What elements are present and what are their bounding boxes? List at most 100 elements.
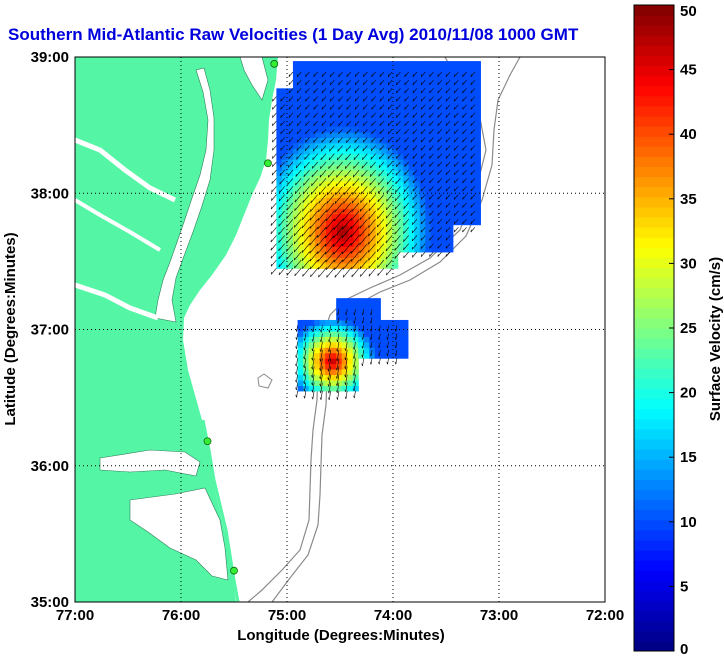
velocity-cell: [314, 251, 322, 258]
velocity-arrowhead: [328, 330, 330, 333]
velocity-cell: [298, 262, 305, 269]
velocity-arrowhead: [335, 383, 338, 387]
velocity-cell: [430, 77, 437, 84]
velocity-cell: [281, 213, 289, 220]
velocity-cell: [381, 88, 388, 95]
velocity-arrow: [345, 333, 348, 342]
velocity-arrow: [368, 243, 376, 253]
velocity-arrow: [297, 120, 302, 127]
velocity-arrow: [325, 210, 335, 222]
velocity-cell: [330, 374, 337, 381]
velocity-cell: [281, 175, 289, 182]
velocity-cell: [458, 219, 465, 226]
velocity-cell: [397, 104, 404, 111]
velocity-cell: [309, 224, 316, 231]
velocity-cell: [447, 104, 454, 111]
velocity-arrow: [287, 186, 294, 194]
velocity-arrow: [297, 79, 302, 86]
velocity-cell: [348, 142, 355, 149]
velocity-cell: [320, 77, 327, 84]
velocity-arrow: [344, 161, 352, 169]
velocity-cell: [392, 93, 399, 100]
velocity-cell: [292, 99, 300, 106]
velocity-cell: [408, 148, 415, 155]
velocity-arrow: [270, 259, 277, 267]
colorbar-segment: [634, 479, 674, 490]
velocity-cell: [331, 121, 338, 128]
velocity-cell: [375, 262, 382, 269]
velocity-cell: [348, 186, 355, 193]
velocity-arrowhead: [328, 339, 330, 343]
velocity-arrow: [377, 186, 385, 194]
velocity-cell: [348, 148, 355, 155]
velocity-arrow: [454, 88, 459, 94]
velocity-cell: [391, 352, 398, 359]
velocity-arrow: [437, 137, 442, 143]
velocity-arrowhead: [386, 361, 388, 365]
velocity-arrow: [278, 218, 285, 227]
velocity-cell: [391, 341, 398, 348]
velocity-cell: [392, 71, 399, 79]
velocity-cell: [298, 257, 305, 264]
velocity-arrow: [328, 390, 331, 400]
velocity-cell: [347, 336, 354, 343]
velocity-cell: [298, 93, 305, 100]
velocity-arrow: [387, 137, 393, 143]
velocity-arrow: [270, 227, 277, 235]
velocity-cell: [425, 148, 432, 155]
velocity-cell: [303, 175, 311, 182]
velocity-cell: [309, 251, 316, 258]
velocity-cell: [419, 61, 426, 68]
velocity-arrow: [395, 358, 398, 365]
velocity-arrow: [297, 137, 302, 143]
velocity-arrowhead: [344, 348, 347, 351]
velocity-arrow: [288, 71, 294, 77]
velocity-cell: [320, 208, 327, 215]
velocity-cell: [309, 88, 316, 95]
velocity-cell: [348, 104, 355, 111]
velocity-cell: [369, 298, 376, 305]
colorbar-tick-label: 45: [680, 62, 697, 79]
x-tick-label: 75:00: [268, 607, 306, 624]
velocity-cell: [403, 148, 410, 155]
velocity-arrow: [336, 366, 340, 379]
velocity-cell: [447, 202, 454, 209]
velocity-cell: [331, 208, 338, 215]
colorbar-tick-label: 10: [680, 514, 697, 531]
velocity-cell: [441, 121, 448, 128]
velocity-cell: [425, 208, 432, 215]
velocity-cell: [452, 61, 459, 68]
velocity-cell: [397, 148, 404, 155]
velocity-cell: [381, 186, 388, 193]
velocity-cell: [386, 82, 393, 89]
velocity-arrow: [470, 137, 476, 143]
velocity-arrowhead: [303, 347, 305, 351]
velocity-cell: [441, 99, 448, 106]
velocity-cell: [436, 93, 443, 100]
velocity-arrow: [288, 88, 294, 94]
velocity-arrow: [359, 210, 368, 221]
velocity-cell: [348, 230, 355, 237]
velocity-cell: [458, 115, 465, 122]
velocity-cell: [381, 131, 388, 138]
velocity-cell: [358, 325, 365, 332]
velocity-arrow: [404, 96, 409, 102]
velocity-cell: [320, 61, 327, 68]
velocity-cell: [397, 142, 404, 149]
velocity-cell: [359, 219, 366, 226]
velocity-cell: [419, 126, 426, 133]
velocity-arrow: [330, 129, 335, 135]
velocity-cell: [281, 191, 289, 198]
velocity-arrow: [421, 71, 426, 77]
velocity-cell: [342, 219, 349, 226]
velocity-arrow: [328, 358, 331, 372]
velocity-cell: [276, 99, 283, 106]
velocity-arrow: [412, 79, 418, 86]
velocity-cell: [403, 131, 410, 138]
velocity-arrow: [454, 218, 459, 225]
velocity-arrow: [396, 120, 401, 127]
velocity-arrow: [296, 153, 302, 160]
velocity-cell: [408, 121, 415, 128]
velocity-cell: [309, 66, 316, 73]
velocity-arrow: [270, 251, 277, 259]
